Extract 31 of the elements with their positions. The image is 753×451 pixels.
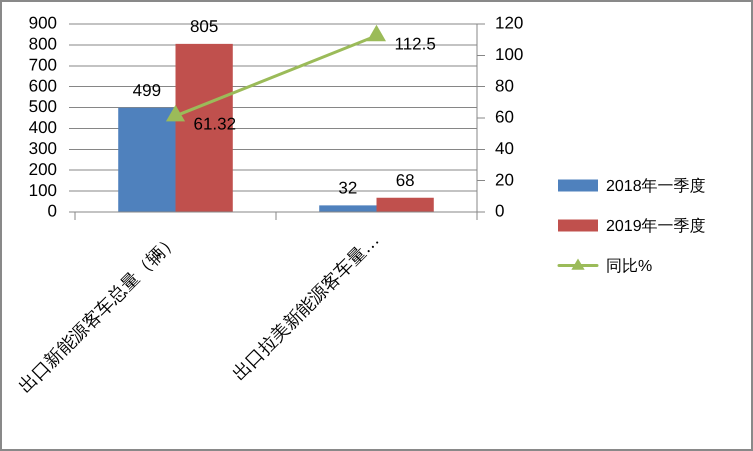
- y2-tick-label: 60: [495, 108, 514, 127]
- bar: [118, 108, 176, 212]
- y2-tick-label: 80: [495, 76, 514, 96]
- y-tick-label: 900: [28, 14, 57, 33]
- bar: [319, 205, 376, 212]
- x-tick-label: 出口拉美新能源客车量…: [228, 230, 383, 384]
- data-label: 112.5: [394, 34, 436, 54]
- data-label: 499: [132, 80, 162, 100]
- data-label: 68: [396, 170, 415, 190]
- y-tick-label: 200: [28, 160, 57, 179]
- y-tick-label: 800: [28, 34, 57, 54]
- y2-tick-label: 40: [495, 139, 514, 158]
- y-tick-label: 500: [28, 97, 57, 116]
- y-tick-label: 300: [28, 139, 57, 158]
- data-label: 32: [338, 178, 358, 198]
- y2-tick-label: 120: [495, 14, 524, 33]
- y-tick-label: 700: [28, 55, 57, 74]
- legend-label: 2019年一季度: [606, 216, 706, 235]
- y-tick-label: 600: [28, 76, 57, 96]
- bar: [376, 198, 434, 212]
- data-label: 805: [190, 17, 218, 36]
- legend-label: 2018年一季度: [606, 176, 706, 195]
- data-label: 61.32: [194, 114, 236, 134]
- legend-label: 同比%: [606, 256, 652, 275]
- y-tick-label: 0: [48, 202, 57, 221]
- x-tick-label: 出口新能源客车总量（辆）: [14, 230, 182, 397]
- y-tick-label: 100: [28, 180, 57, 200]
- y-tick-label: 400: [28, 118, 57, 138]
- y2-tick-label: 20: [495, 170, 514, 190]
- y2-tick-label: 0: [495, 202, 504, 221]
- y2-tick-label: 100: [495, 45, 524, 64]
